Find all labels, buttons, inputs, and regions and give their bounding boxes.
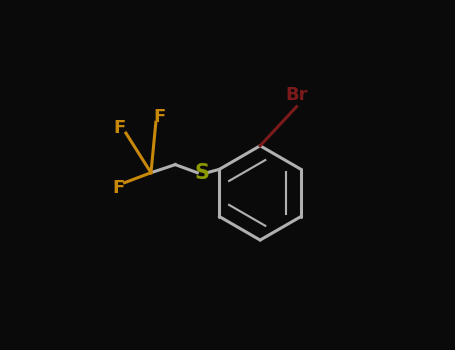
Text: F: F — [153, 108, 165, 126]
Text: S: S — [195, 163, 210, 183]
Text: Br: Br — [285, 86, 308, 104]
Text: F: F — [112, 178, 125, 197]
Text: F: F — [114, 119, 126, 137]
